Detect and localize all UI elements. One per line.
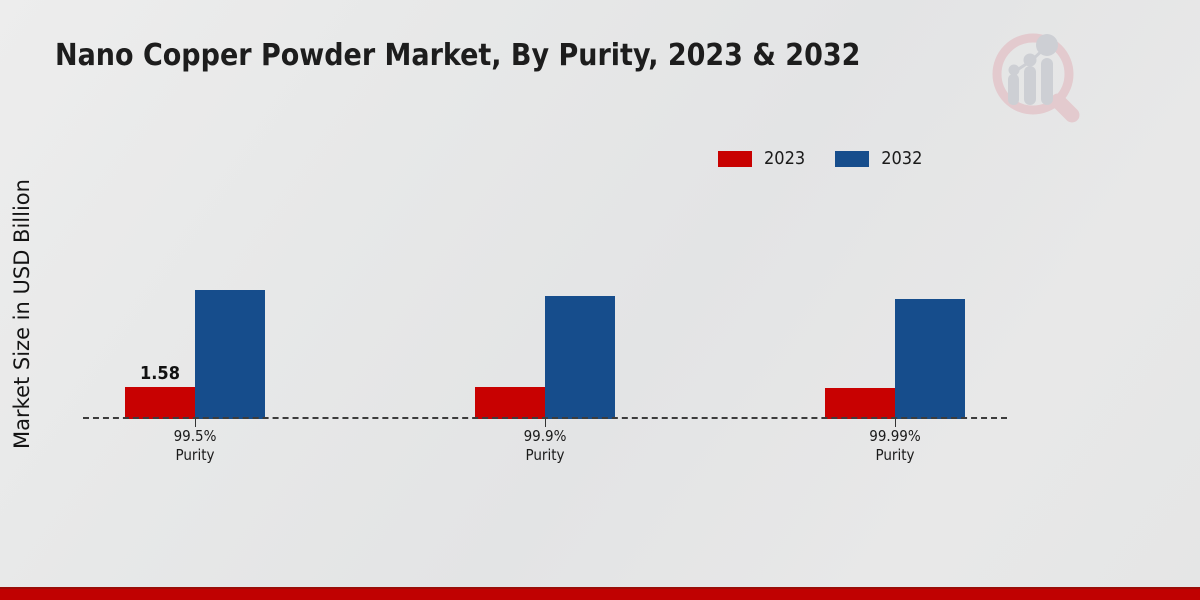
legend-item-2032: 2032 xyxy=(835,148,922,169)
x-axis-baseline xyxy=(83,417,1007,419)
legend-label-2032: 2032 xyxy=(881,148,923,169)
bar-value-label: 1.58 xyxy=(140,363,180,384)
x-axis-tick xyxy=(195,419,196,427)
x-axis-tick xyxy=(545,419,546,427)
legend: 2023 2032 xyxy=(718,148,922,169)
x-axis-tick-label: 99.99% Purity xyxy=(869,427,921,464)
legend-label-2023: 2023 xyxy=(764,148,806,169)
bar-2032-99.99% xyxy=(895,299,965,419)
bar-2023-99.99% xyxy=(825,388,895,419)
chart-title: Nano Copper Powder Market, By Purity, 20… xyxy=(55,38,861,73)
legend-swatch-2032 xyxy=(835,150,870,167)
x-axis-tick-label: 99.5% Purity xyxy=(173,427,217,464)
bar-2023-99.9% xyxy=(475,387,545,419)
legend-swatch-2023 xyxy=(718,150,752,167)
footer-accent-bar xyxy=(0,587,1200,600)
magnifier-bar-chart-logo xyxy=(992,33,1080,123)
x-axis-tick-label: 99.9% Purity xyxy=(523,427,567,464)
x-axis-tick xyxy=(895,419,896,427)
bar-2023-99.5% xyxy=(125,387,195,419)
bar-2032-99.9% xyxy=(545,296,615,419)
legend-item-2023: 2023 xyxy=(718,148,805,169)
bar-2032-99.5% xyxy=(195,290,265,419)
